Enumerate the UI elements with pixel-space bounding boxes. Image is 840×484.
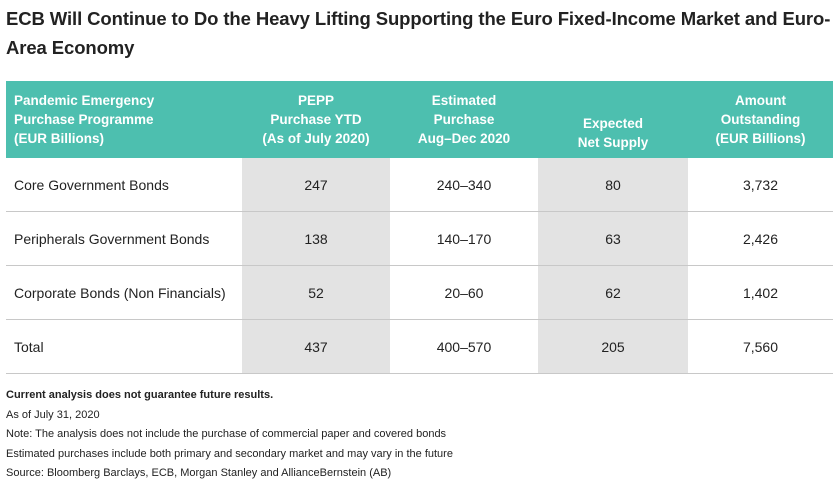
table-row: Corporate Bonds (Non Financials) 52 20–6… [6, 265, 833, 320]
cell-amount-outstanding: 2,426 [688, 211, 833, 266]
cell-amount-outstanding: 3,732 [688, 158, 833, 212]
header-row: Pandemic Emergency Purchase Programme (E… [6, 81, 833, 158]
cell-estimated-purchase: 400–570 [390, 319, 538, 374]
cell-amount-outstanding: 7,560 [688, 319, 833, 374]
header-amount-outstanding: Amount Outstanding (EUR Billions) [688, 81, 833, 158]
cell-pepp-ytd: 52 [242, 265, 390, 320]
as-of-date-note: As of July 31, 2020 [6, 408, 100, 421]
table-row: Core Government Bonds 247 240–340 80 3,7… [6, 158, 833, 212]
cell-expected-net-supply: 62 [538, 265, 688, 320]
cell-expected-net-supply: 63 [538, 211, 688, 266]
estimated-purchases-note: Estimated purchases include both primary… [6, 447, 453, 460]
pepp-table: Pandemic Emergency Purchase Programme (E… [6, 81, 833, 374]
row-label: Total [6, 319, 242, 374]
cell-estimated-purchase: 140–170 [390, 211, 538, 266]
cell-pepp-ytd: 138 [242, 211, 390, 266]
disclaimer: Current analysis does not guarantee futu… [6, 389, 274, 401]
header-expected-net-supply: Expected Net Supply [538, 81, 688, 158]
row-label: Core Government Bonds [6, 158, 242, 212]
row-label: Corporate Bonds (Non Financials) [6, 265, 242, 320]
cell-amount-outstanding: 1,402 [688, 265, 833, 320]
row-label: Peripherals Government Bonds [6, 211, 242, 266]
header-programme: Pandemic Emergency Purchase Programme (E… [6, 81, 242, 158]
cell-pepp-ytd: 437 [242, 319, 390, 374]
header-estimated-purchase: Estimated Purchase Aug–Dec 2020 [390, 81, 538, 158]
cell-expected-net-supply: 80 [538, 158, 688, 212]
table-row-total: Total 437 400–570 205 7,560 [6, 319, 833, 374]
page-title: ECB Will Continue to Do the Heavy Liftin… [6, 8, 831, 58]
analysis-note: Note: The analysis does not include the … [6, 428, 447, 440]
table-row: Peripherals Government Bonds 138 140–170… [6, 211, 833, 266]
data-table: Pandemic Emergency Purchase Programme (E… [6, 81, 833, 374]
footnotes: Current analysis does not guarantee futu… [6, 386, 836, 484]
cell-estimated-purchase: 240–340 [390, 158, 538, 212]
cell-estimated-purchase: 20–60 [390, 265, 538, 320]
cell-pepp-ytd: 247 [242, 158, 390, 212]
cell-expected-net-supply: 205 [538, 319, 688, 374]
source-note: Source: Bloomberg Barclays, ECB, Morgan … [6, 467, 392, 479]
header-pepp-ytd: PEPP Purchase YTD (As of July 2020) [242, 81, 390, 158]
